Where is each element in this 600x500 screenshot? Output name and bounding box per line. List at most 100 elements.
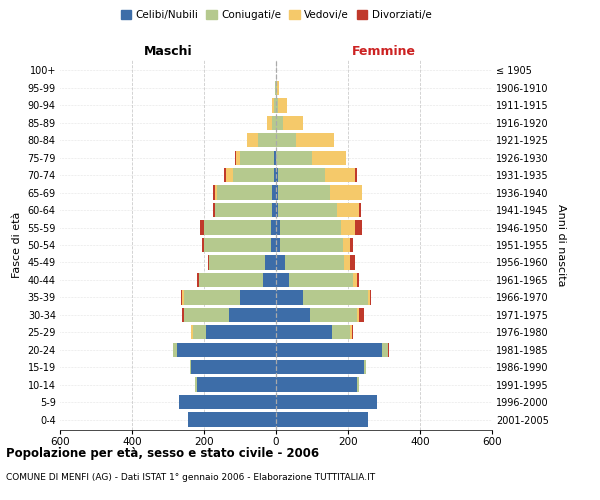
Legend: Celibi/Nubili, Coniugati/e, Vedovi/e, Divorziati/e: Celibi/Nubili, Coniugati/e, Vedovi/e, Di… <box>119 8 433 22</box>
Bar <box>274 98 276 112</box>
Bar <box>276 273 289 287</box>
Bar <box>280 238 343 252</box>
Bar <box>276 150 312 165</box>
Bar <box>240 290 276 304</box>
Bar <box>275 81 276 95</box>
Bar <box>344 256 350 270</box>
Bar <box>350 325 352 340</box>
Bar <box>272 186 276 200</box>
Bar <box>190 360 191 374</box>
Y-axis label: Fasce di età: Fasce di età <box>12 212 22 278</box>
Bar <box>332 325 350 340</box>
Bar <box>276 342 382 357</box>
Bar <box>350 238 353 252</box>
Bar <box>357 378 359 392</box>
Bar <box>200 220 204 234</box>
Bar <box>213 203 215 217</box>
Bar <box>224 168 226 182</box>
Bar <box>197 378 276 392</box>
Bar <box>197 273 199 287</box>
Bar <box>274 150 276 165</box>
Bar <box>204 238 271 252</box>
Bar <box>382 342 388 357</box>
Bar <box>276 186 278 200</box>
Bar <box>258 133 276 148</box>
Bar <box>325 168 355 182</box>
Bar <box>213 186 215 200</box>
Bar <box>272 203 276 217</box>
Bar <box>296 133 334 148</box>
Bar <box>188 412 276 426</box>
Bar <box>276 133 296 148</box>
Bar <box>206 325 276 340</box>
Bar <box>199 273 263 287</box>
Bar <box>278 98 287 112</box>
Bar <box>276 360 364 374</box>
Bar <box>278 186 330 200</box>
Bar <box>179 395 276 409</box>
Bar <box>235 150 236 165</box>
Bar <box>191 360 276 374</box>
Bar <box>177 342 276 357</box>
Bar <box>388 342 389 357</box>
Bar <box>276 220 280 234</box>
Bar <box>247 133 258 148</box>
Bar <box>209 256 265 270</box>
Bar <box>276 238 280 252</box>
Bar <box>276 395 377 409</box>
Bar <box>276 308 310 322</box>
Text: Femmine: Femmine <box>352 46 416 59</box>
Bar <box>173 342 177 357</box>
Y-axis label: Anni di nascita: Anni di nascita <box>556 204 566 286</box>
Bar <box>350 256 355 270</box>
Bar <box>182 290 184 304</box>
Bar <box>280 220 341 234</box>
Bar <box>337 203 359 217</box>
Bar <box>370 290 371 304</box>
Bar <box>267 116 272 130</box>
Bar <box>229 308 276 322</box>
Bar <box>310 308 357 322</box>
Bar <box>276 168 278 182</box>
Bar <box>276 412 368 426</box>
Bar <box>303 290 368 304</box>
Bar <box>271 238 276 252</box>
Bar <box>272 98 274 112</box>
Bar <box>341 220 355 234</box>
Bar <box>271 220 276 234</box>
Bar <box>364 360 366 374</box>
Bar <box>226 168 233 182</box>
Bar <box>355 220 362 234</box>
Bar <box>217 186 272 200</box>
Bar <box>357 308 359 322</box>
Bar <box>278 168 325 182</box>
Bar <box>278 203 337 217</box>
Bar <box>330 186 362 200</box>
Bar <box>181 290 182 304</box>
Bar <box>343 238 350 252</box>
Bar <box>233 168 274 182</box>
Bar <box>195 378 197 392</box>
Bar <box>359 308 364 322</box>
Bar <box>208 256 209 270</box>
Bar <box>276 290 303 304</box>
Bar <box>265 256 276 270</box>
Bar <box>289 273 353 287</box>
Bar <box>359 203 361 217</box>
Bar <box>312 150 346 165</box>
Bar <box>202 238 204 252</box>
Bar <box>276 98 278 112</box>
Bar <box>368 290 370 304</box>
Bar <box>184 308 229 322</box>
Bar <box>215 186 217 200</box>
Bar <box>277 81 278 95</box>
Bar <box>285 256 344 270</box>
Bar <box>204 220 271 234</box>
Bar <box>276 256 285 270</box>
Bar <box>357 273 359 287</box>
Bar <box>240 150 274 165</box>
Bar <box>193 325 206 340</box>
Bar <box>276 116 283 130</box>
Bar <box>353 273 357 287</box>
Bar <box>236 150 240 165</box>
